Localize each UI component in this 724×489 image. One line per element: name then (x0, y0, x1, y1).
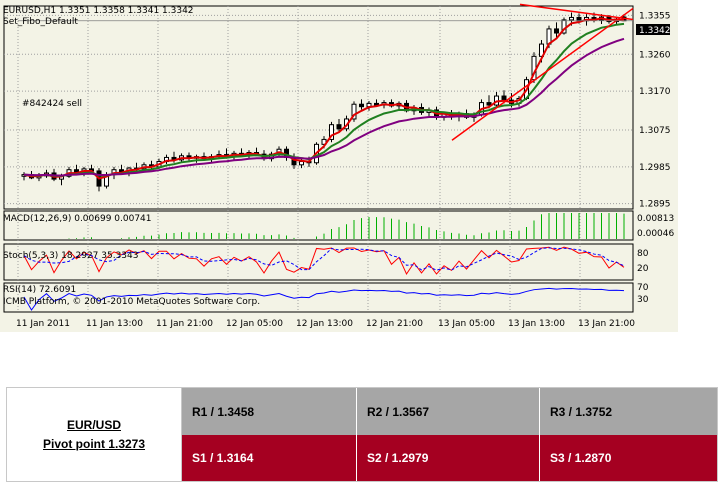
template-name: Set_Fibo_Default (3, 17, 78, 27)
time-tick-label: 11 Jan 21:00 (156, 319, 213, 329)
time-tick-label: 12 Jan 21:00 (366, 319, 423, 329)
rsi-line (23, 287, 625, 311)
pane-frame-2 (3, 243, 634, 281)
stoch-label: Stoch(5,3,3) 18.2927 35.3343 (3, 251, 138, 261)
candle-body (486, 102, 492, 106)
current-price-box (636, 24, 670, 35)
price-tick-label: 1.3170 (639, 87, 671, 97)
pair-title: EUR/USD (66, 417, 121, 432)
symbol-info: EURUSD,H1 1.3351 1.3358 1.3341 1.3342 (3, 6, 194, 16)
s2-cell: S2 / 1.2979 (357, 435, 540, 481)
trend-line-resistance (519, 3, 634, 21)
order-label: #842424 sell (22, 99, 82, 109)
candle-body (351, 103, 357, 120)
time-tick-label: 13 Jan 21:00 (578, 319, 635, 329)
r1-cell: R1 / 1.3458 (182, 388, 357, 435)
price-chart: 1.3260 1.3170 1.3075 1.2985 1.2895 1.3355 11 J… (3, 3, 674, 329)
current-price-tag: 1.3342 (639, 26, 671, 36)
candle-body (299, 161, 304, 166)
stoch-tick-80: 80 (637, 249, 649, 259)
time-tick-label: 12 Jan 05:00 (226, 319, 283, 329)
macd-tick-low: 0.00046 (637, 229, 674, 239)
pivot-point: Pivot point 1.3273 (42, 436, 146, 451)
stoch-signal-line (23, 247, 625, 271)
platform-credit: ICMB Platform, © 2001-2010 MetaQuotes So… (3, 297, 260, 307)
rsi-label: RSI(14) 72.6091 (3, 285, 76, 295)
pivot-table: EUR/USD Pivot point 1.3273 R1 / 1.3458 R… (6, 387, 718, 482)
candle-body (554, 28, 559, 34)
pane-frame-3 (3, 282, 634, 313)
s1-cell: S1 / 1.3164 (182, 435, 357, 481)
trend-line-support (451, 7, 634, 141)
stoch-main-line (23, 246, 625, 276)
r2-cell: R2 / 1.3567 (357, 388, 540, 435)
candle-body (501, 95, 507, 101)
r3-cell: R3 / 1.3752 (540, 388, 717, 435)
ma-slow-line (23, 37, 625, 177)
rsi-tick-70: 70 (637, 283, 649, 293)
pane-frame-1 (3, 210, 634, 241)
price-tick-label: 1.3075 (639, 126, 671, 136)
time-tick-label: 11 Jan 13:00 (86, 319, 143, 329)
stoch-tick-20: 20 (637, 264, 649, 274)
candle-body (329, 124, 334, 140)
candle-body (569, 16, 574, 21)
time-tick-label: 13 Jan 05:00 (438, 319, 495, 329)
pivot-title-cell: EUR/USD Pivot point 1.3273 (7, 388, 182, 481)
macd-label: MACD(12,26,9) 0.00699 0.00741 (3, 214, 152, 224)
time-tick-label: 13 Jan 13:00 (508, 319, 565, 329)
candle-body (576, 16, 582, 22)
candle-body (539, 43, 544, 57)
pane-frame-0 (3, 5, 634, 210)
candle-body (374, 102, 379, 106)
price-tick-label: 1.3260 (639, 50, 671, 60)
macd-tick-high: 0.00813 (637, 214, 674, 224)
ma-fast-line (23, 17, 625, 180)
time-tick-label: 11 Jan 2011 (16, 319, 70, 329)
candle-body (336, 124, 342, 130)
candle-body (359, 103, 364, 108)
chart-panel: 1.3260 1.3170 1.3075 1.2985 1.2895 1.3355 11 J… (0, 0, 678, 332)
price-tick-label: 1.3355 (639, 11, 671, 21)
price-tick-label: 1.2895 (639, 200, 671, 210)
price-tick-label: 1.2985 (639, 163, 671, 173)
s3-cell: S3 / 1.2870 (540, 435, 717, 481)
time-tick-label: 12 Jan 13:00 (296, 319, 353, 329)
rsi-tick-30: 30 (637, 295, 649, 305)
